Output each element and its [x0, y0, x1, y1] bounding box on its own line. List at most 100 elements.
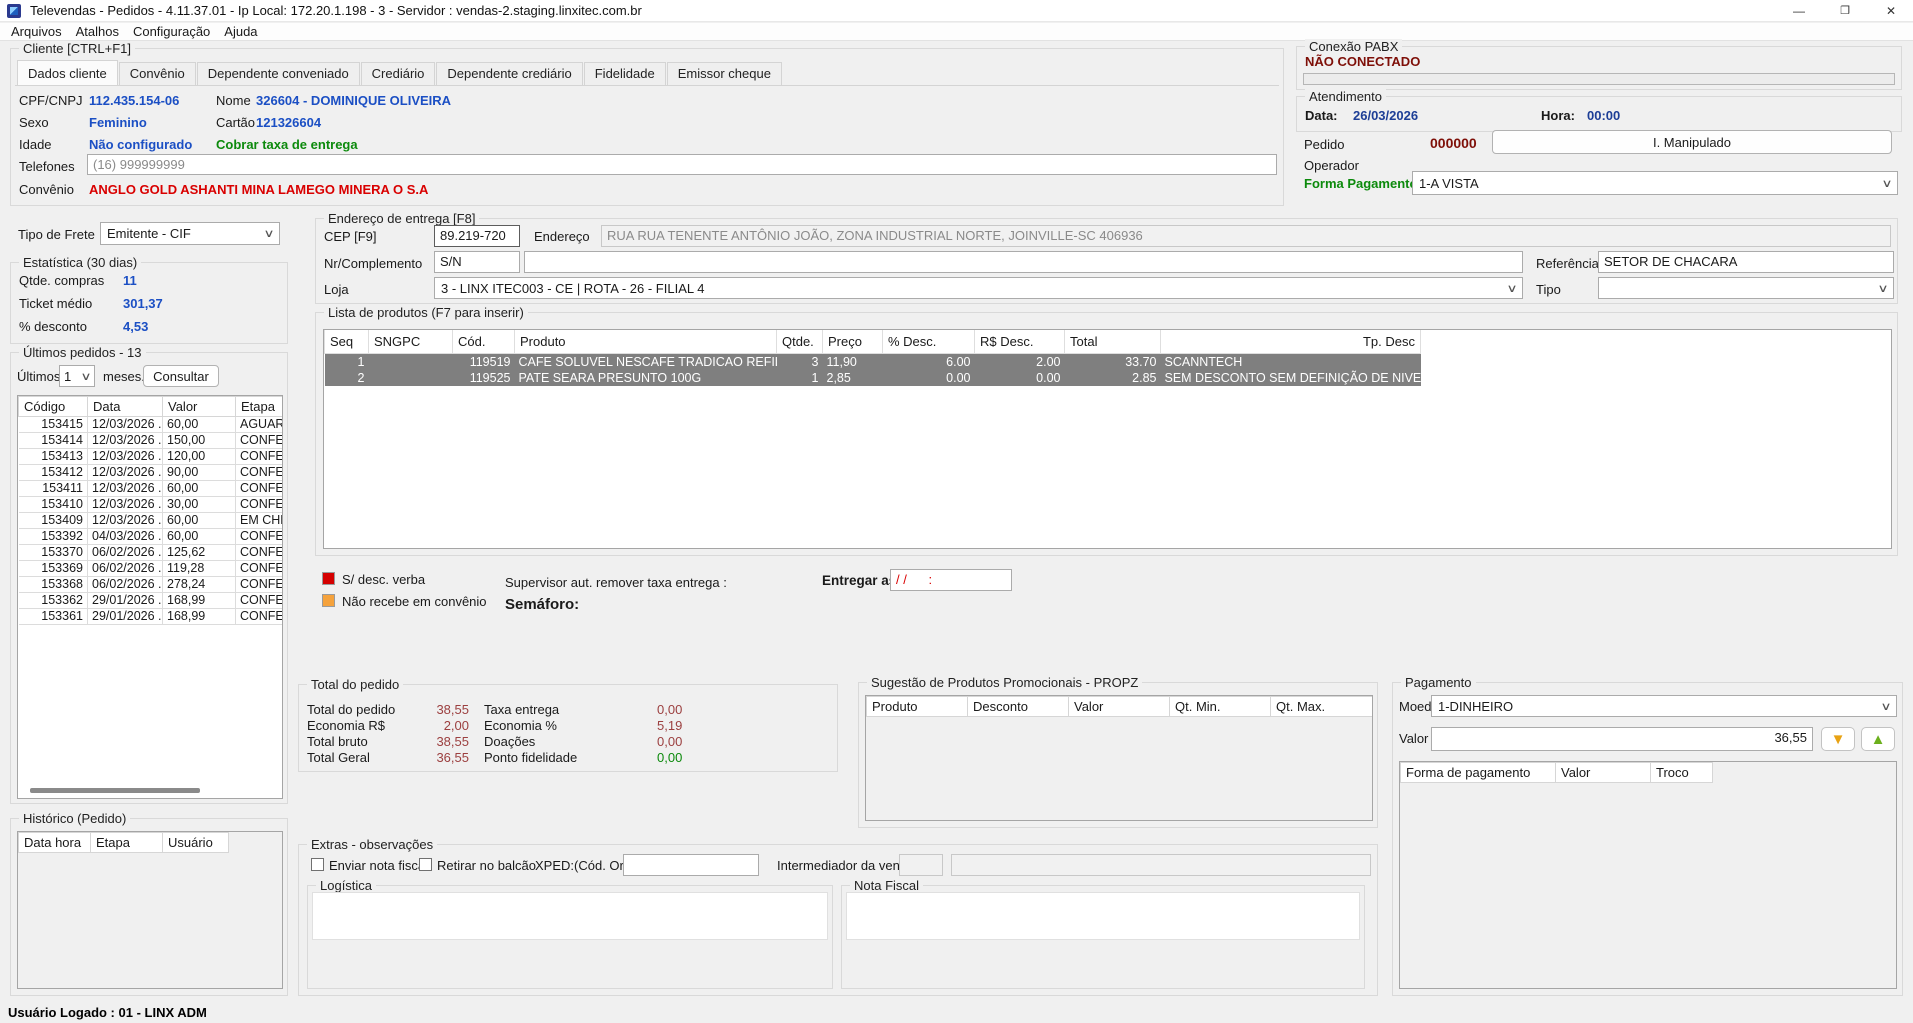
- column-header[interactable]: Código: [18, 396, 88, 417]
- moeda-select[interactable]: 1-DINHEIRO ∨: [1431, 695, 1897, 717]
- enviar-nota-fiscal-checkbox[interactable]: [311, 858, 324, 871]
- column-header[interactable]: SNGPC: [368, 330, 453, 354]
- xped-input[interactable]: [623, 854, 759, 876]
- column-header[interactable]: Cód.: [452, 330, 515, 354]
- restore-icon[interactable]: ❐: [1840, 5, 1850, 17]
- column-header[interactable]: Usuário: [162, 832, 229, 853]
- referencia-input[interactable]: SETOR DE CHACARA: [1598, 251, 1894, 273]
- tab-dados-cliente[interactable]: Dados cliente: [17, 60, 118, 85]
- forma-pagamento-select[interactable]: 1-A VISTA ∨: [1412, 171, 1898, 195]
- stat-label: Qtde. compras: [19, 273, 105, 288]
- menu-arquivos[interactable]: Arquivos: [11, 24, 62, 39]
- table-cell: 153414: [18, 432, 88, 449]
- entregar-as-input[interactable]: / / :: [890, 569, 1012, 591]
- column-header[interactable]: Valor: [1068, 696, 1170, 717]
- horizontal-scrollbar[interactable]: [30, 788, 200, 793]
- column-header[interactable]: Desconto: [967, 696, 1069, 717]
- manipulado-button[interactable]: I. Manipulado: [1492, 130, 1892, 154]
- tab-crediario[interactable]: Crediário: [360, 62, 436, 85]
- column-header[interactable]: Etapa: [90, 832, 163, 853]
- operador-label: Operador: [1304, 158, 1359, 173]
- nr-input[interactable]: S/N: [434, 251, 520, 273]
- sugestao-group: Sugestão de Produtos Promocionais - PROP…: [858, 675, 1378, 828]
- table-row[interactable]: 2 119525 PATE SEARA PRESUNTO 100G 1 2,85 0.00…: [324, 369, 1421, 386]
- column-header[interactable]: Troco: [1650, 762, 1713, 783]
- tab-emissor-cheque[interactable]: Emissor cheque: [666, 62, 782, 85]
- intermediador-cod-input[interactable]: [899, 854, 943, 876]
- column-header[interactable]: Forma de pagamento: [1400, 762, 1556, 783]
- complemento-input[interactable]: [524, 251, 1523, 273]
- menu-ajuda[interactable]: Ajuda: [224, 24, 258, 39]
- tab-dependente-crediario[interactable]: Dependente crediário: [436, 62, 583, 85]
- column-header[interactable]: Qt. Min.: [1169, 696, 1271, 717]
- logistica-textarea[interactable]: [312, 892, 828, 940]
- increase-payment-button[interactable]: ▲: [1861, 727, 1895, 751]
- forma-pagamento-label: Forma Pagamento: [1304, 176, 1418, 191]
- column-header[interactable]: Total: [1064, 330, 1161, 354]
- column-header[interactable]: Data hora: [18, 832, 91, 853]
- meses-select[interactable]: 1 ∨: [59, 365, 95, 387]
- column-header[interactable]: Preço: [822, 330, 883, 354]
- column-header[interactable]: Produto: [866, 696, 968, 717]
- loja-select[interactable]: 3 - LINX ITEC003 - CE | ROTA - 26 - FILI…: [434, 277, 1523, 299]
- column-header[interactable]: Seq: [324, 330, 369, 354]
- frete-select[interactable]: Emitente - CIF ∨: [100, 222, 280, 245]
- table-cell: EM CHECK: [235, 512, 282, 529]
- table-cell: 119525: [469, 370, 511, 385]
- atendimento-group: Atendimento Data: 26/03/2026 Hora: 00:00: [1296, 89, 1902, 132]
- cep-input[interactable]: 89.219-720: [434, 225, 520, 247]
- consultar-button[interactable]: Consultar: [143, 365, 219, 387]
- column-header[interactable]: Tp. Desc: [1160, 330, 1421, 354]
- tab-convenio[interactable]: Convênio: [118, 62, 196, 85]
- table-cell: [369, 353, 453, 370]
- column-header[interactable]: % Desc.: [882, 330, 975, 354]
- estatistica-group: Estatística (30 dias) Qtde. compras 11 T…: [10, 255, 288, 344]
- column-header[interactable]: Valor: [1555, 762, 1651, 783]
- retirar-balcao-checkbox[interactable]: [419, 858, 432, 871]
- tipo-select[interactable]: ∨: [1598, 277, 1894, 299]
- total-value: 2,00: [443, 718, 469, 733]
- column-header[interactable]: Produto: [514, 330, 777, 354]
- table-cell: 153369: [18, 560, 88, 577]
- telefones-input[interactable]: (16) 999999999: [87, 154, 1277, 175]
- minimize-icon[interactable]: —: [1793, 4, 1805, 18]
- column-header[interactable]: Etapa: [235, 396, 282, 417]
- column-header[interactable]: R$ Desc.: [974, 330, 1065, 354]
- table-cell: 0.00: [1036, 370, 1061, 385]
- decrease-payment-button[interactable]: ▼: [1821, 727, 1855, 751]
- loja-label: Loja: [324, 282, 349, 297]
- hora-label: Hora:: [1541, 108, 1575, 123]
- nota-fiscal-textarea[interactable]: [846, 892, 1360, 940]
- column-header[interactable]: Qt. Max.: [1270, 696, 1372, 717]
- table-cell: 153411: [18, 480, 88, 497]
- table-cell: 60,00: [162, 480, 236, 497]
- column-header[interactable]: Data: [87, 396, 163, 417]
- valor-input[interactable]: 36,55: [1431, 727, 1813, 751]
- pabx-group-title: Conexão PABX: [1305, 39, 1403, 54]
- menu-atalhos[interactable]: Atalhos: [75, 24, 119, 39]
- column-header[interactable]: Valor: [162, 396, 236, 417]
- moeda-label: Moeda: [1399, 699, 1439, 714]
- menu-configuracao[interactable]: Configuração: [132, 24, 211, 39]
- column-header[interactable]: Qtde.: [776, 330, 823, 354]
- client-tabs: Dados cliente Convênio Dependente conven…: [17, 59, 783, 85]
- table-row[interactable]: 1 119519 CAFE SOLUVEL NESCAFE TRADICAO REF…: [324, 353, 1421, 370]
- tab-dependente-conveniado[interactable]: Dependente conveniado: [196, 62, 360, 85]
- close-icon[interactable]: ✕: [1885, 4, 1897, 18]
- ultimos-pedidos-group-title: Últimos pedidos - 13: [19, 345, 146, 360]
- tab-fidelidade[interactable]: Fidelidade: [583, 62, 666, 85]
- table-cell: 119519: [469, 354, 511, 369]
